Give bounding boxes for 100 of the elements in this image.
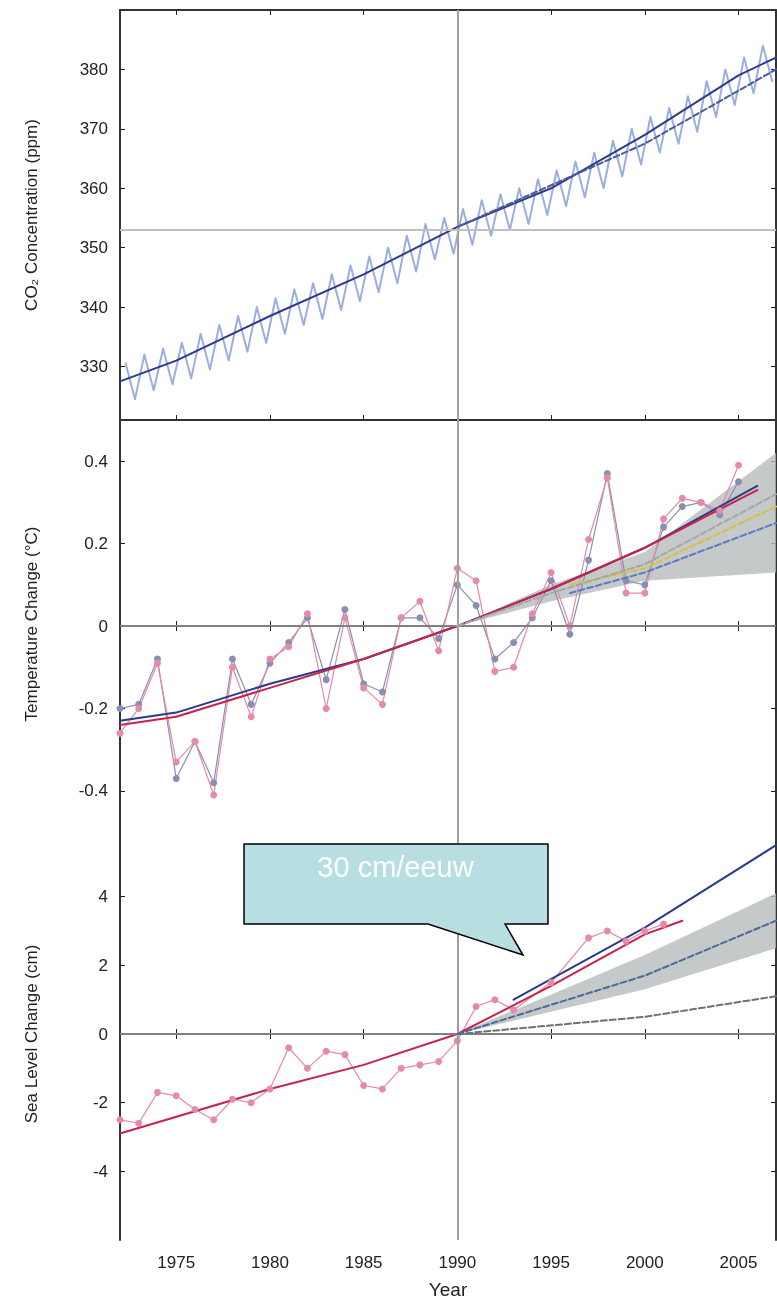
point — [228, 1095, 236, 1103]
point — [172, 1092, 180, 1100]
point — [322, 1047, 330, 1055]
point — [360, 684, 368, 692]
point — [435, 1057, 443, 1065]
point — [510, 1006, 518, 1014]
y-tick-label: 4 — [98, 887, 108, 907]
point — [360, 1082, 368, 1089]
y-tick-label: 2 — [98, 955, 108, 975]
y-axis-title: CO₂ Concentration (ppm) — [22, 119, 41, 311]
point — [416, 1061, 424, 1069]
point — [378, 688, 386, 696]
point — [247, 700, 255, 708]
point — [228, 655, 236, 663]
y-tick-label: 0 — [98, 1024, 108, 1044]
point — [341, 606, 349, 614]
point — [472, 1003, 480, 1011]
point — [622, 937, 630, 945]
point — [735, 461, 743, 469]
x-tick-label: 1980 — [251, 1253, 289, 1272]
point — [416, 614, 424, 622]
point — [547, 577, 555, 585]
point — [116, 729, 124, 737]
y-tick-label: 370 — [79, 119, 108, 139]
point — [547, 568, 555, 576]
point — [547, 979, 555, 986]
point — [247, 713, 255, 721]
point — [210, 1116, 218, 1124]
point — [416, 597, 424, 605]
point — [172, 758, 180, 766]
point — [322, 704, 330, 712]
y-tick-label: -2 — [92, 1093, 108, 1113]
point — [735, 478, 743, 486]
point — [660, 523, 668, 531]
point — [641, 581, 649, 589]
annotation: 30 cm/eeuw — [316, 851, 475, 884]
point — [285, 643, 293, 651]
point — [660, 920, 668, 928]
y-tick-label: 0 — [98, 616, 108, 636]
point — [247, 1099, 255, 1107]
point — [116, 1116, 124, 1124]
point — [566, 630, 574, 638]
x-tick-label: 1990 — [438, 1253, 477, 1272]
point — [378, 700, 386, 708]
point — [491, 655, 499, 663]
point — [585, 556, 593, 564]
point — [660, 515, 668, 523]
point — [603, 474, 611, 482]
point — [172, 775, 180, 783]
point — [341, 614, 349, 622]
point — [510, 639, 518, 647]
y-tick-label: 340 — [79, 297, 108, 317]
point — [528, 610, 536, 618]
point — [491, 996, 499, 1004]
point — [303, 1064, 311, 1072]
point — [116, 704, 124, 712]
point — [210, 791, 218, 799]
point — [322, 676, 330, 684]
y-tick-label: -0.2 — [78, 698, 108, 718]
y-tick-label: -0.4 — [78, 781, 108, 801]
y-axis-title: Sea Level Change (cm) — [22, 944, 41, 1124]
point — [678, 494, 686, 502]
point — [153, 659, 161, 667]
x-tick-label: 1985 — [344, 1253, 383, 1272]
point — [228, 663, 236, 671]
y-tick-label: 380 — [79, 59, 108, 79]
point — [585, 536, 593, 544]
point — [435, 634, 443, 642]
point — [191, 1106, 199, 1114]
y-tick-label: 0.4 — [84, 451, 108, 471]
x-tick-label: 1995 — [532, 1253, 570, 1272]
point — [603, 927, 611, 935]
point — [135, 704, 143, 712]
y-tick-label: -4 — [92, 1161, 108, 1181]
point — [285, 1044, 293, 1052]
point — [435, 647, 443, 655]
point — [153, 1088, 161, 1096]
point — [641, 927, 649, 935]
point — [341, 1051, 349, 1059]
y-tick-label: 330 — [79, 357, 108, 377]
point — [472, 577, 480, 585]
point — [135, 1119, 143, 1127]
point — [716, 507, 724, 515]
y-tick-label: 360 — [79, 178, 108, 198]
point — [472, 601, 480, 609]
x-axis-title: Year — [428, 1279, 468, 1300]
point — [378, 1085, 386, 1093]
y-tick-label: 350 — [79, 238, 108, 258]
x-tick-label: 1975 — [157, 1253, 196, 1272]
point — [585, 934, 593, 942]
point — [397, 1064, 405, 1072]
point — [510, 663, 518, 671]
y-axis-title: Temperature Change (°C) — [22, 526, 41, 722]
x-tick-label: 2000 — [625, 1253, 664, 1272]
x-tick-label: 2005 — [719, 1253, 758, 1272]
point — [678, 503, 686, 511]
point — [210, 779, 218, 787]
y-tick-label: 0.2 — [84, 534, 108, 554]
point — [491, 667, 499, 675]
point — [641, 589, 649, 597]
